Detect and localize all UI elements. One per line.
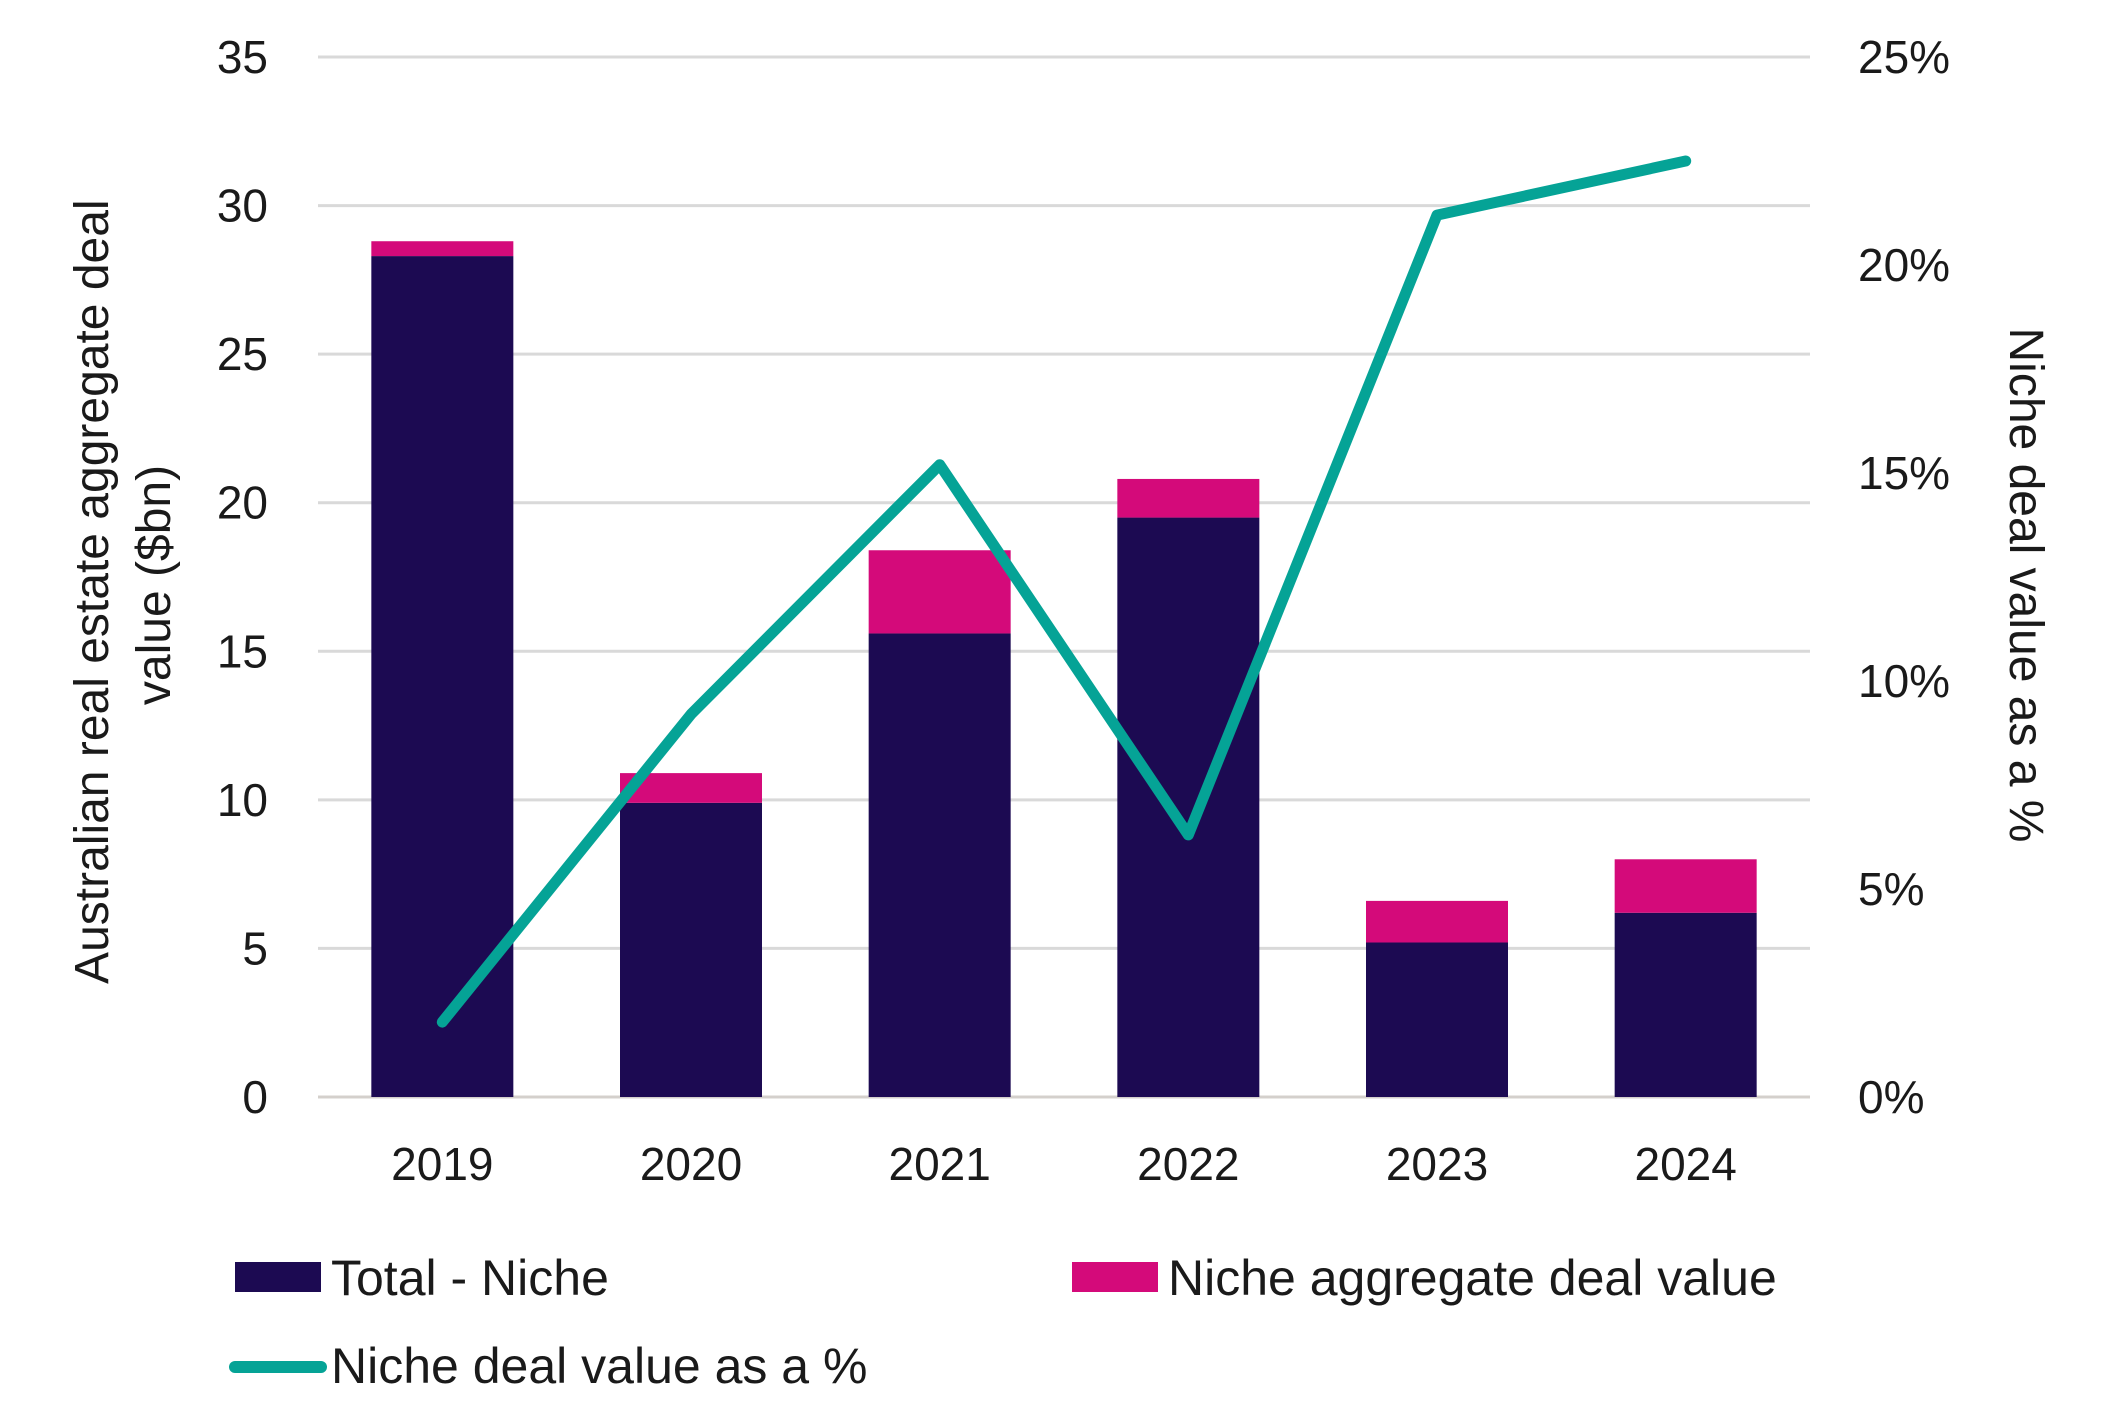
bar-niche-aggregate (1117, 478, 1260, 518)
gridlines (318, 55, 1810, 1099)
right-tick-label: 10% (1858, 655, 1950, 707)
bar-niche-aggregate (1366, 900, 1508, 943)
right-tick-label: 20% (1858, 239, 1950, 291)
line-point (939, 464, 941, 466)
bar-total-niche (1117, 517, 1260, 1097)
x-tick-label: 2019 (391, 1138, 493, 1190)
bar-niche-aggregate (371, 241, 514, 257)
bar-total-niche (620, 802, 762, 1097)
bar-niche-aggregate (868, 550, 1011, 634)
line-point (1187, 834, 1189, 836)
x-tick-label: 2020 (640, 1138, 742, 1190)
left-tick-label: 5 (242, 922, 268, 974)
line-point (1436, 214, 1438, 216)
legend-swatch-total-niche (235, 1262, 321, 1292)
left-axis-title: Australian real estate aggregate deal va… (66, 186, 181, 984)
right-axis-ticks: 0% 5% 10% 15% 20% 25% (1858, 31, 1950, 1123)
legend-label-niche-aggregate: Niche aggregate deal value (1168, 1250, 1777, 1306)
bar-total-niche (1366, 942, 1508, 1097)
left-tick-label: 35 (217, 31, 268, 83)
left-tick-label: 0 (242, 1071, 268, 1123)
line-niche-pct (436, 155, 1692, 1028)
right-tick-label: 25% (1858, 31, 1950, 83)
x-tick-label: 2021 (888, 1138, 990, 1190)
left-tick-label: 25 (217, 328, 268, 380)
left-tick-label: 15 (217, 625, 268, 677)
left-tick-label: 20 (217, 477, 268, 529)
left-tick-label: 30 (217, 180, 268, 232)
left-axis-title-line1: Australian real estate aggregate deal (66, 199, 119, 984)
left-axis-title-line2: value ($bn) (128, 465, 181, 705)
left-axis-ticks: 0 5 10 15 20 25 30 35 (217, 31, 268, 1123)
bar-total-niche (868, 633, 1011, 1097)
legend-label-total-niche: Total - Niche (331, 1250, 609, 1306)
bar-total-niche (1614, 912, 1757, 1097)
x-axis-ticks: 2019 2020 2021 2022 2023 2024 (391, 1138, 1737, 1190)
x-tick-label: 2023 (1386, 1138, 1488, 1190)
bars (371, 241, 1757, 1098)
right-tick-label: 0% (1858, 1071, 1924, 1123)
line-series (436, 155, 1692, 1028)
legend: Total - Niche Niche aggregate deal value… (229, 1250, 1777, 1394)
legend-swatch-niche-aggregate (1072, 1262, 1158, 1292)
left-tick-label: 10 (217, 774, 268, 826)
legend-label-niche-pct: Niche deal value as a % (331, 1338, 867, 1394)
x-tick-label: 2024 (1634, 1138, 1736, 1190)
right-tick-label: 15% (1858, 447, 1950, 499)
x-tick-label: 2022 (1137, 1138, 1239, 1190)
line-point (690, 713, 692, 715)
line-point (441, 1021, 443, 1023)
right-axis-title: Niche deal value as a % (1999, 328, 2052, 843)
line-point (1685, 160, 1687, 162)
bar-total-niche (371, 256, 514, 1098)
bar-niche-aggregate (1614, 859, 1757, 913)
right-tick-label: 5% (1858, 863, 1924, 915)
